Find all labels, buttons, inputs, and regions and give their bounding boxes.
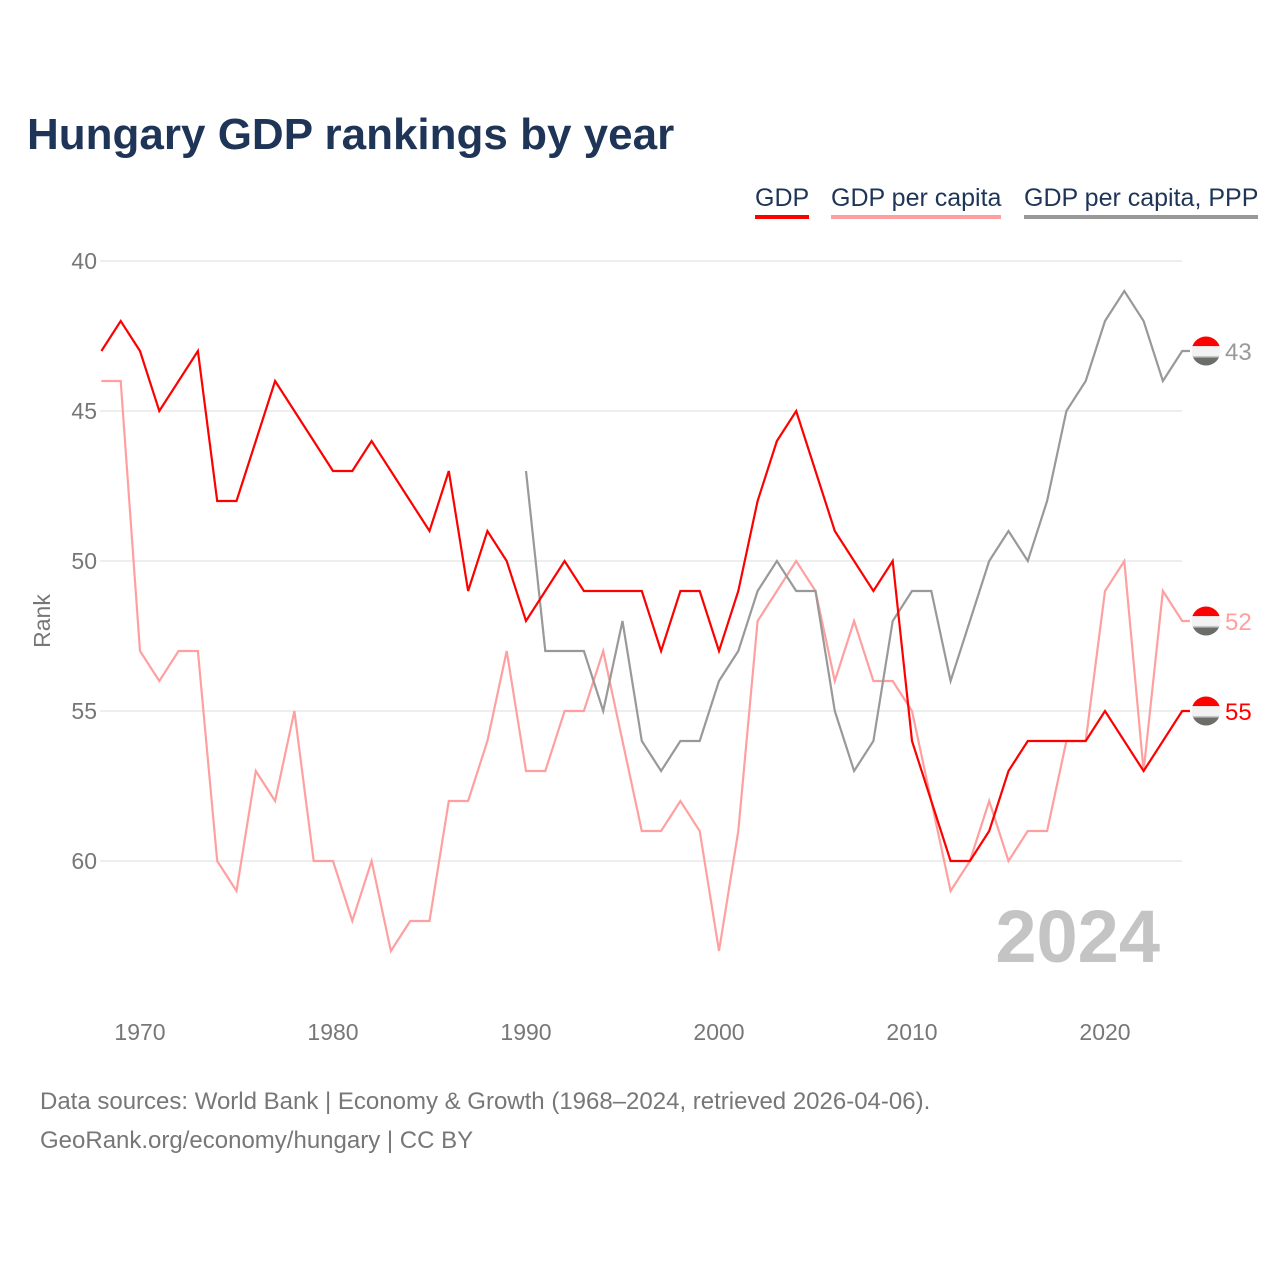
series-line-gdp-per-capita-ppp: [524, 288, 1190, 774]
x-tick-label: 1970: [114, 1019, 165, 1045]
hungary-flag-icon: [1191, 606, 1221, 636]
series-line-gdp-per-capita: [101, 379, 1190, 954]
legend-gdp[interactable]: GDP: [755, 184, 810, 219]
footer-credit[interactable]: GeoRank.org/economy/hungary | CC BY: [40, 1127, 474, 1154]
y-axis-label: Rank: [29, 594, 55, 648]
x-tick-label: 2010: [886, 1019, 937, 1045]
series-line-gdp: [100, 318, 1190, 863]
x-tick-label: 1980: [307, 1019, 358, 1045]
x-tick-label: 2000: [693, 1019, 744, 1045]
x-tick-label: 1990: [500, 1019, 551, 1045]
y-tick-label: 55: [71, 698, 97, 724]
chart-title: Hungary GDP rankings by year: [27, 110, 675, 159]
end-value-label: 52: [1225, 609, 1252, 636]
y-tick-label: 45: [71, 398, 97, 424]
end-value-label: 43: [1225, 339, 1252, 366]
hungary-flag-icon: [1191, 336, 1221, 366]
y-tick-label: 40: [71, 248, 97, 274]
y-tick-label: 50: [71, 548, 97, 574]
hungary-flag-icon: [1191, 696, 1221, 726]
y-tick-label: 60: [71, 848, 97, 874]
x-tick-label: 2020: [1079, 1019, 1130, 1045]
footer-sources: Data sources: World Bank | Economy & Gro…: [40, 1088, 931, 1115]
legend-gdp-per-capita[interactable]: GDP per capita: [831, 184, 1002, 219]
end-value-label: 55: [1225, 699, 1252, 726]
current-year-label: 2024: [995, 895, 1160, 978]
legend-gdp-per-capita-ppp[interactable]: GDP per capita, PPP: [1024, 184, 1259, 219]
